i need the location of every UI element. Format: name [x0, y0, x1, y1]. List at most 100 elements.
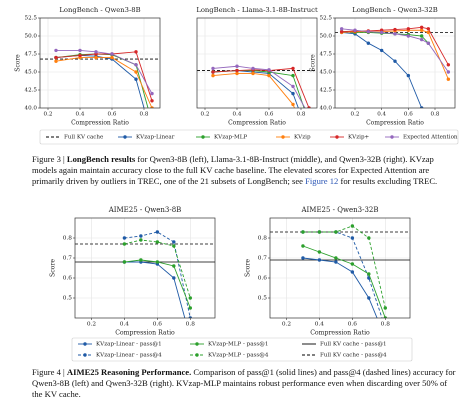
data-point	[291, 73, 295, 78]
data-point	[307, 121, 310, 124]
legend-marker	[195, 342, 199, 346]
data-point	[383, 306, 387, 310]
chart-title: AIME25 - Qwen3-32B	[300, 206, 378, 214]
data-point	[155, 230, 160, 234]
data-point	[110, 55, 114, 60]
data-point	[379, 30, 384, 35]
series-line	[212, 67, 310, 108]
data-point	[110, 52, 114, 56]
legend-box	[39, 129, 459, 145]
chart-title: LongBench - Qwen3-32B	[352, 6, 438, 14]
legend-label: KVzap-Linear	[136, 135, 175, 141]
series-line	[212, 72, 295, 108]
y-tick-label: 0.5	[258, 296, 268, 302]
y-tick-label: 0.6	[63, 276, 73, 282]
data-point	[134, 70, 138, 74]
data-point	[339, 27, 344, 31]
caption-link[interactable]: Figure 12	[305, 175, 339, 186]
data-point	[235, 68, 239, 73]
data-point	[307, 114, 310, 117]
data-point	[393, 59, 397, 63]
y-tick-label: 52.5	[25, 16, 38, 22]
legend-label: KVzap-MLP	[214, 135, 247, 141]
series-line	[302, 231, 383, 318]
y-tick-label: 50.0	[25, 34, 38, 40]
data-point	[94, 55, 98, 60]
data-point	[307, 106, 311, 108]
data-point	[301, 256, 305, 260]
data-point	[155, 240, 160, 244]
y-tick-label: 45.0	[25, 70, 38, 76]
data-point	[150, 91, 154, 96]
data-point	[426, 30, 431, 35]
data-point	[350, 236, 355, 240]
series-line	[124, 231, 191, 318]
data-point	[446, 70, 451, 74]
data-point	[155, 260, 160, 264]
data-point	[211, 73, 215, 78]
x-tick-label: 0.2	[87, 322, 97, 328]
legend-marker	[83, 353, 87, 357]
x-axis-label: Compression Ratio	[228, 120, 286, 127]
data-point	[367, 236, 371, 240]
series-line	[55, 57, 153, 108]
x-axis-label: Compression Ratio	[366, 120, 424, 127]
data-point	[350, 224, 355, 228]
series-line	[55, 51, 153, 101]
data-point	[251, 66, 255, 71]
legend-marker	[335, 135, 339, 139]
series-line	[302, 245, 386, 318]
data-point	[317, 258, 322, 262]
plot-content	[197, 64, 317, 124]
data-point	[291, 91, 295, 96]
data-point	[419, 37, 424, 42]
data-point	[172, 244, 176, 248]
legend-label: KVzap-Linear - pass@1	[96, 341, 162, 348]
data-point	[188, 316, 192, 318]
data-point	[139, 234, 143, 238]
plot-frame	[39, 17, 161, 109]
data-point	[122, 242, 127, 246]
x-tick-label: 0.8	[381, 322, 391, 328]
data-point	[78, 53, 82, 58]
data-point	[150, 121, 153, 124]
legend-marker	[201, 135, 205, 139]
y-tick-label: 50.0	[320, 34, 333, 40]
data-point	[334, 230, 338, 234]
chart-title: LongBench - Llama-3.1-8B-Instruct	[196, 6, 318, 14]
caption-normal: for Qwen3-8B (left), Llama-3.1-8B-Instru…	[32, 154, 436, 186]
legend-label: Expected Attention	[403, 135, 458, 141]
plot-content	[270, 224, 410, 318]
y-axis-label: Score	[310, 54, 317, 72]
y-tick-label: 45.0	[320, 70, 333, 76]
x-tick-label: 0.6	[348, 322, 358, 328]
data-point	[139, 258, 143, 262]
data-point	[419, 34, 424, 38]
y-tick-label: 0.7	[258, 256, 268, 262]
y-tick-label: 0.7	[63, 256, 73, 262]
plot-content	[75, 230, 215, 318]
x-tick-label: 0.2	[201, 112, 210, 118]
caption-normal: Figure 3 |	[32, 154, 67, 164]
y-tick-label: 40.0	[320, 106, 333, 112]
data-point	[235, 64, 239, 68]
y-tick-label: 42.5	[25, 88, 38, 94]
data-point	[78, 48, 82, 53]
data-point	[350, 270, 355, 274]
plot-area	[75, 218, 215, 318]
x-tick-label: 0.6	[108, 112, 117, 118]
data-point	[426, 27, 431, 31]
caption-bold: LongBench results	[66, 154, 136, 164]
y-axis-label: Score	[15, 54, 22, 72]
plot-frame	[74, 217, 216, 319]
data-point	[172, 276, 176, 280]
data-point	[406, 73, 411, 78]
data-point	[406, 27, 411, 31]
data-point	[446, 77, 451, 81]
figure-3-caption: Figure 3 | LongBench results for Qwen3-8…	[32, 154, 458, 186]
y-axis-label: Score	[50, 259, 57, 277]
data-point	[366, 41, 371, 45]
data-point	[267, 73, 271, 78]
legend-marker	[281, 135, 285, 139]
plot-area	[40, 18, 160, 108]
